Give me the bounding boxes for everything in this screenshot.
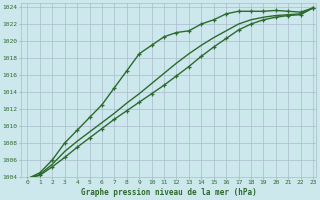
X-axis label: Graphe pression niveau de la mer (hPa): Graphe pression niveau de la mer (hPa) <box>81 188 256 197</box>
